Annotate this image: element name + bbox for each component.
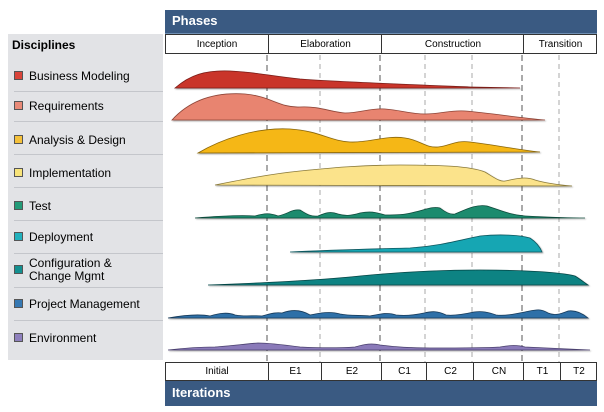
iteration-initial: Initial — [205, 366, 229, 377]
deployment-swatch-icon — [14, 232, 23, 241]
discipline-project-management: Project Management — [8, 288, 163, 321]
iteration-c1: C1 — [381, 363, 427, 380]
iteration-row: Initial E1 E2 C1 C2 CN T1 T2 — [165, 362, 597, 381]
divider — [14, 187, 163, 188]
iteration-t1: T1 — [523, 363, 561, 380]
discipline-environment: Environment — [8, 321, 163, 354]
iteration-t2: T2 — [560, 363, 597, 380]
test-curve — [194, 205, 586, 219]
iterations-header: Iterations — [165, 381, 597, 406]
test-swatch-icon — [14, 201, 23, 210]
implementation-curve — [214, 164, 573, 187]
discipline-label: Implementation — [29, 166, 112, 180]
divider — [14, 253, 163, 254]
iteration-e1: E1 — [268, 363, 322, 380]
environment-curve — [167, 342, 591, 351]
discipline-implementation: Implementation — [8, 155, 163, 188]
project-management-swatch-icon — [14, 299, 23, 308]
discipline-label: Project Management — [29, 297, 140, 311]
disciplines-panel — [8, 34, 163, 360]
config-change-swatch-icon — [14, 265, 23, 274]
discipline-test: Test — [8, 188, 163, 221]
implementation-swatch-icon — [14, 168, 23, 177]
iteration-cn: CN — [473, 363, 524, 380]
discipline-label: Deployment — [29, 230, 94, 244]
requirements-swatch-icon — [14, 101, 23, 110]
divider — [14, 154, 163, 155]
discipline-label: Requirements — [29, 99, 104, 113]
disciplines-title: Disciplines — [12, 38, 76, 52]
phase-row: Inception Elaboration Construction Trans… — [165, 34, 597, 54]
phase-inception: Inception — [196, 38, 238, 50]
discipline-label: Analysis & Design — [29, 133, 126, 147]
discipline-analysis-design: Analysis & Design — [8, 122, 163, 155]
divider — [14, 91, 163, 92]
phase-elaboration: Elaboration — [268, 35, 382, 53]
divider — [14, 287, 163, 288]
discipline-label: Configuration & Change Mgmt — [29, 256, 112, 283]
discipline-label: Test — [29, 199, 52, 213]
deployment-curve — [289, 234, 543, 253]
discipline-label: Environment — [29, 331, 97, 345]
phase-construction: Construction — [381, 35, 524, 53]
project-management-curve — [167, 309, 590, 319]
discipline-requirements: Requirements — [8, 89, 163, 122]
iteration-c2: C2 — [426, 363, 474, 380]
divider — [14, 121, 163, 122]
iterations-title: Iterations — [172, 385, 231, 400]
phase-transition: Transition — [523, 35, 597, 53]
divider — [14, 220, 163, 221]
phases-header: Phases — [165, 10, 597, 34]
iteration-e2: E2 — [321, 363, 382, 380]
discipline-config-change: Configuration & Change Mgmt — [8, 254, 163, 288]
analysis-design-curve — [196, 128, 541, 154]
discipline-label: Business Modeling — [29, 69, 130, 83]
phases-title: Phases — [172, 13, 218, 28]
analysis-design-swatch-icon — [14, 135, 23, 144]
requirements-curve — [171, 93, 546, 121]
discipline-deployment: Deployment — [8, 221, 163, 254]
environment-swatch-icon — [14, 333, 23, 342]
business-modeling-swatch-icon — [14, 71, 23, 80]
divider — [14, 320, 163, 321]
config-change-curve — [207, 269, 590, 286]
discipline-business-modeling: Business Modeling — [8, 59, 163, 92]
business-modeling-curve — [173, 70, 521, 89]
